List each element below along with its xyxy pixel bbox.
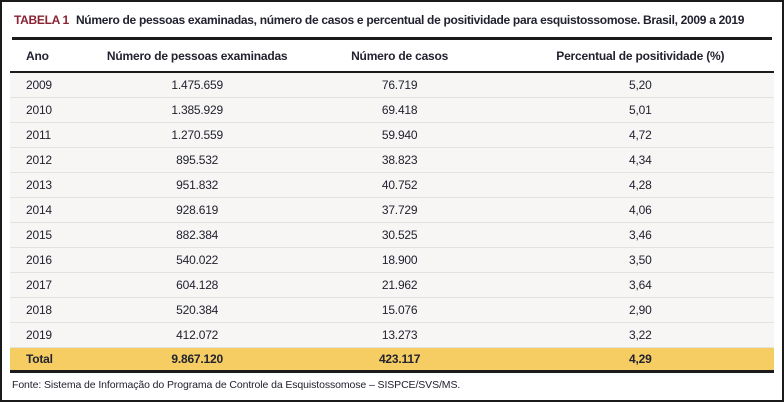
- table-row: 2010 1.385.929 69.418 5,01: [10, 97, 774, 123]
- column-header-percentual: Percentual de positividade (%): [506, 40, 774, 73]
- total-casos: 423.117: [292, 347, 507, 373]
- column-header-ano: Ano: [10, 40, 102, 73]
- table-row: 2011 1.270.559 59.940 4,72: [10, 122, 774, 148]
- header-row: Ano Número de pessoas examinadas Número …: [10, 40, 774, 73]
- total-percentual: 4,29: [506, 347, 774, 373]
- table-row: 2018 520.384 15.076 2,90: [10, 297, 774, 323]
- cell-examinadas: 604.128: [101, 272, 293, 298]
- cell-examinadas: 412.072: [101, 322, 293, 348]
- table-row: 2014 928.619 37.729 4,06: [10, 197, 774, 223]
- cell-examinadas: 895.532: [101, 147, 293, 173]
- table-body: 2009 1.475.659 76.719 5,20 2010 1.385.929 69.4…: [10, 72, 774, 348]
- table-title-text: Número de pessoas examinadas, número de …: [75, 12, 745, 27]
- table-row: 2009 1.475.659 76.719 5,20: [10, 72, 774, 98]
- cell-casos: 76.719: [292, 72, 507, 98]
- table-footer: Total 9.867.120 423.117 4,29: [10, 347, 774, 373]
- cell-ano: 2013: [10, 172, 102, 198]
- cell-examinadas: 540.022: [101, 247, 293, 273]
- total-label: Total: [10, 347, 102, 373]
- cell-ano: 2012: [10, 147, 102, 173]
- cell-percentual: 2,90: [506, 297, 774, 323]
- cell-ano: 2015: [10, 222, 102, 248]
- cell-examinadas: 1.270.559: [101, 122, 293, 148]
- cell-percentual: 5,01: [506, 97, 774, 123]
- cell-ano: 2018: [10, 297, 102, 323]
- cell-examinadas: 928.619: [101, 197, 293, 223]
- cell-casos: 38.823: [292, 147, 507, 173]
- cell-percentual: 4,72: [506, 122, 774, 148]
- cell-casos: 30.525: [292, 222, 507, 248]
- cell-casos: 15.076: [292, 297, 507, 323]
- table-header: Ano Número de pessoas examinadas Número …: [10, 40, 774, 73]
- cell-percentual: 3,64: [506, 272, 774, 298]
- cell-casos: 18.900: [292, 247, 507, 273]
- figure-title: TABELA 1 Número de pessoas examinadas, n…: [2, 2, 782, 37]
- table-row: 2012 895.532 38.823 4,34: [10, 147, 774, 173]
- table-row: 2019 412.072 13.273 3,22: [10, 322, 774, 348]
- cell-casos: 21.962: [292, 272, 507, 298]
- cell-percentual: 4,34: [506, 147, 774, 173]
- cell-casos: 37.729: [292, 197, 507, 223]
- cell-casos: 40.752: [292, 172, 507, 198]
- table-number-label: TABELA 1: [14, 12, 69, 27]
- table-row: 2017 604.128 21.962 3,64: [10, 272, 774, 298]
- table-row: 2013 951.832 40.752 4,28: [10, 172, 774, 198]
- cell-casos: 13.273: [292, 322, 507, 348]
- column-header-casos: Número de casos: [292, 40, 507, 73]
- cell-examinadas: 520.384: [101, 297, 293, 323]
- total-examinadas: 9.867.120: [101, 347, 293, 373]
- cell-ano: 2019: [10, 322, 102, 348]
- cell-ano: 2014: [10, 197, 102, 223]
- cell-ano: 2010: [10, 97, 102, 123]
- cell-examinadas: 1.475.659: [101, 72, 293, 98]
- source-note: Fonte: Sistema de Informação do Programa…: [12, 379, 461, 391]
- cell-percentual: 4,28: [506, 172, 774, 198]
- cell-casos: 59.940: [292, 122, 507, 148]
- cell-percentual: 5,20: [506, 72, 774, 98]
- title-divider: [12, 37, 772, 40]
- table-row: 2015 882.384 30.525 3,46: [10, 222, 774, 248]
- cell-ano: 2011: [10, 122, 102, 148]
- cell-percentual: 3,50: [506, 247, 774, 273]
- cell-percentual: 3,22: [506, 322, 774, 348]
- column-header-examinadas: Número de pessoas examinadas: [101, 40, 293, 73]
- cell-percentual: 3,46: [506, 222, 774, 248]
- cell-examinadas: 1.385.929: [101, 97, 293, 123]
- data-table: Ano Número de pessoas examinadas Número …: [10, 40, 774, 373]
- cell-ano: 2016: [10, 247, 102, 273]
- total-row: Total 9.867.120 423.117 4,29: [10, 347, 774, 373]
- cell-ano: 2009: [10, 72, 102, 98]
- cell-casos: 69.418: [292, 97, 507, 123]
- cell-percentual: 4,06: [506, 197, 774, 223]
- table-row: 2016 540.022 18.900 3,50: [10, 247, 774, 273]
- cell-ano: 2017: [10, 272, 102, 298]
- cell-examinadas: 882.384: [101, 222, 293, 248]
- cell-examinadas: 951.832: [101, 172, 293, 198]
